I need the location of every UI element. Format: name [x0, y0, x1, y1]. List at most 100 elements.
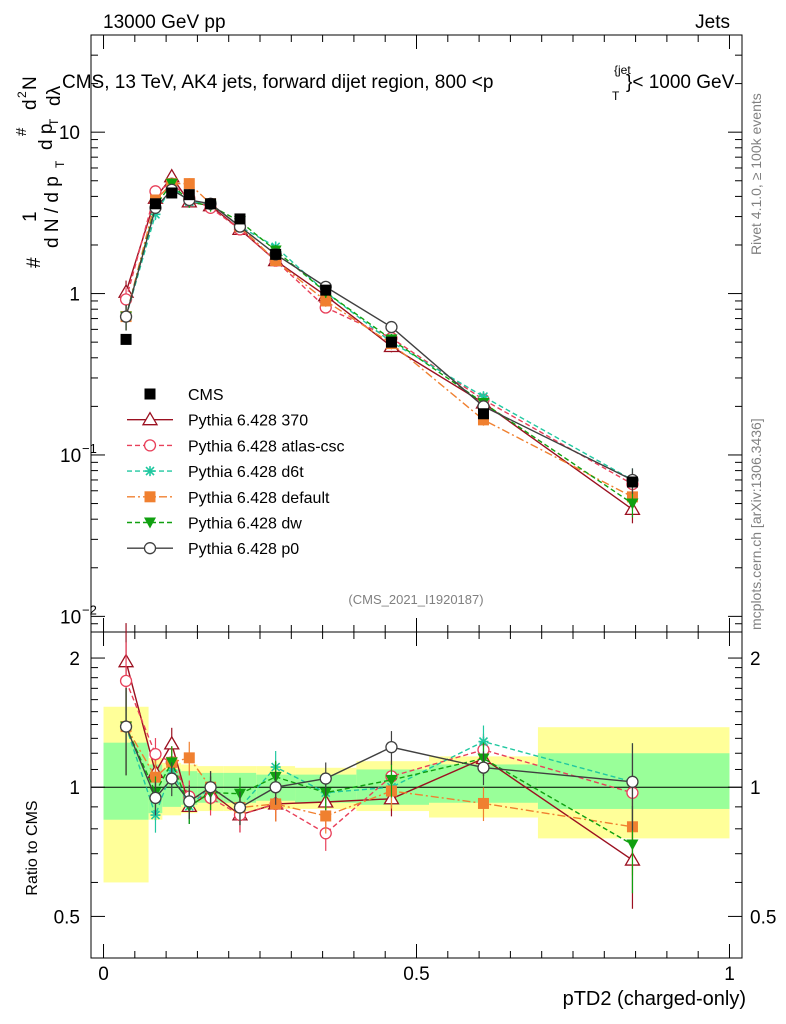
legend-item: Pythia 6.428 370 — [127, 411, 308, 430]
ratio-point — [319, 772, 332, 785]
ratio-point — [320, 810, 332, 822]
ratio-series-layer — [117, 623, 641, 909]
ratio-point — [478, 736, 489, 747]
y-axis-label: # 1 d N / d p T # d p T d 2 N dλ — [13, 76, 67, 268]
rivet-version-label: Rivet 4.1.0, ≥ 100k events — [748, 93, 764, 255]
ylabel-part-8: 2 — [15, 91, 29, 98]
series-3 — [120, 178, 638, 511]
data-point — [183, 178, 195, 190]
cms-point — [626, 476, 638, 488]
cms-point — [205, 198, 217, 210]
legend-marker — [141, 411, 159, 426]
legend: CMS Pythia 6.428 370 Pythia 6.428 atlas-cs… — [127, 387, 345, 558]
cms-point — [320, 284, 332, 296]
legend-marker — [144, 388, 156, 400]
ratio-y-tick-label: 2 — [69, 649, 80, 670]
ratio-y-tick-label-right: 2 — [750, 649, 761, 670]
data-point — [119, 310, 133, 323]
ratio-point — [269, 781, 282, 794]
x-tick-label: 0 — [98, 964, 109, 985]
cms-point — [183, 189, 195, 201]
data-point — [478, 391, 489, 402]
ratio-y-tick-label-right: 1 — [750, 778, 761, 799]
x-tick-label: 1 — [724, 964, 735, 985]
cms-point — [234, 213, 246, 225]
ylabel-part-9: N — [20, 76, 41, 90]
ratio-line — [125, 726, 633, 828]
ratio-point — [233, 801, 247, 814]
x-tick-label: 0.5 — [403, 964, 429, 985]
y-tick-label: 10 — [60, 607, 81, 628]
ratio-point — [149, 747, 162, 761]
ratio-point — [119, 720, 133, 733]
ratio-point — [149, 791, 162, 805]
ratio-point — [385, 740, 398, 754]
ratio-point — [626, 775, 639, 788]
legend-marker — [143, 542, 157, 555]
series-line — [125, 175, 633, 510]
legend-item: Pythia 6.428 p0 — [127, 541, 299, 558]
ylabel-part-10: dλ — [44, 85, 65, 106]
cms-point — [270, 248, 282, 260]
legend-item: Pythia 6.428 dw — [127, 516, 302, 533]
y-tick-exponent: −1 — [82, 441, 97, 456]
ratio-y-tick-label: 1 — [69, 778, 80, 799]
legend-label: Pythia 6.428 370 — [188, 413, 308, 430]
ylabel-part-2: d N / d p — [42, 176, 63, 248]
mcplots-label: mcplots.cern.ch [arXiv:1306.3436] — [748, 418, 764, 630]
ratio-point — [626, 839, 639, 851]
data-point — [270, 255, 282, 267]
legend-item: Pythia 6.428 d6t — [127, 464, 304, 481]
legend-label: Pythia 6.428 default — [188, 490, 330, 507]
ratio-point — [165, 772, 178, 785]
ylabel-part-0: # — [24, 257, 45, 268]
header-right: Jets — [695, 12, 730, 33]
legend-item: Pythia 6.428 atlas-csc — [127, 438, 345, 455]
legend-label: Pythia 6.428 atlas-csc — [188, 438, 345, 455]
plot-title: CMS, 13 TeV, AK4 jets, forward dijet reg… — [62, 63, 735, 103]
legend-marker — [143, 439, 157, 452]
ylabel-part-7: d — [20, 99, 41, 110]
analysis-tag: (CMS_2021_I1920187) — [348, 592, 483, 607]
legend-item: Pythia 6.428 default — [127, 490, 330, 507]
y-tick-label: 10 — [60, 446, 81, 467]
ratio-y-tick-label: 0.5 — [54, 907, 80, 928]
ylabel-part-6: T — [47, 118, 61, 126]
legend-marker — [144, 517, 156, 529]
legend-item: CMS — [144, 387, 224, 404]
cms-point — [166, 187, 178, 199]
legend-label: Pythia 6.428 d6t — [188, 464, 304, 481]
series-line — [125, 185, 633, 481]
title-main: CMS, 13 TeV, AK4 jets, forward dijet reg… — [62, 72, 493, 93]
title-end: }< 1000 GeV — [626, 72, 735, 93]
data-point — [150, 209, 161, 220]
series-cms — [120, 187, 638, 488]
y-tick-exponent: −2 — [82, 602, 97, 617]
series-layer — [117, 168, 641, 524]
ratio-point — [385, 774, 398, 786]
title-subscript: T — [612, 89, 620, 103]
ratio-point — [119, 674, 133, 688]
ratio-y-tick-label-right: 0.5 — [750, 907, 776, 928]
data-point — [385, 320, 398, 334]
ratio-point — [477, 761, 490, 774]
legend-label: Pythia 6.428 p0 — [188, 541, 299, 558]
data-point — [320, 295, 332, 307]
legend-marker — [144, 491, 156, 503]
cms-point — [385, 336, 397, 348]
legend-label: CMS — [188, 387, 224, 404]
ylabel-part-3: T — [53, 160, 67, 168]
legend-label: Pythia 6.428 dw — [188, 516, 302, 533]
y-tick-label: 10 — [59, 123, 80, 144]
y-tick-label: 1 — [69, 285, 80, 306]
ratio-series-5 — [119, 687, 639, 831]
ratio-point — [477, 797, 489, 809]
data-point — [477, 414, 489, 426]
cms-point — [477, 408, 489, 420]
ylabel-part-4: # — [13, 127, 30, 136]
cms-point — [120, 333, 132, 345]
data-point — [626, 498, 639, 510]
header-left: 13000 GeV pp — [103, 12, 226, 33]
